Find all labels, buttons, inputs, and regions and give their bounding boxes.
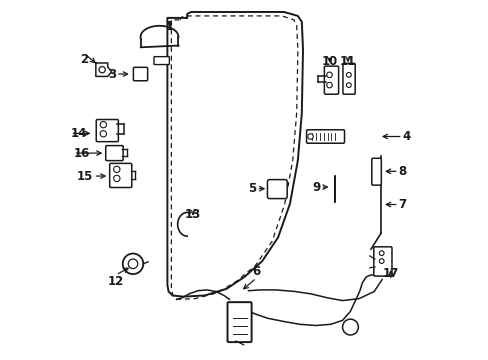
Text: 1: 1 xyxy=(165,20,173,33)
Text: 10: 10 xyxy=(321,55,337,68)
Circle shape xyxy=(122,253,143,274)
FancyBboxPatch shape xyxy=(96,120,118,141)
Text: 3: 3 xyxy=(108,68,116,81)
FancyBboxPatch shape xyxy=(133,67,147,81)
Circle shape xyxy=(113,166,120,172)
Text: 17: 17 xyxy=(382,267,398,280)
FancyBboxPatch shape xyxy=(371,158,381,185)
Circle shape xyxy=(100,131,106,137)
Circle shape xyxy=(307,134,313,139)
Text: 8: 8 xyxy=(398,165,406,178)
Text: 12: 12 xyxy=(108,275,124,288)
Text: 7: 7 xyxy=(398,198,406,211)
Circle shape xyxy=(379,259,383,264)
Circle shape xyxy=(346,83,350,87)
Text: 11: 11 xyxy=(339,55,355,68)
FancyBboxPatch shape xyxy=(373,247,391,276)
Circle shape xyxy=(326,82,331,88)
Circle shape xyxy=(326,72,331,78)
Circle shape xyxy=(346,72,350,77)
Circle shape xyxy=(99,67,105,73)
Circle shape xyxy=(128,259,138,269)
Circle shape xyxy=(342,319,358,335)
Text: 4: 4 xyxy=(402,130,410,143)
Text: 6: 6 xyxy=(252,265,260,278)
Text: 15: 15 xyxy=(77,170,93,183)
Circle shape xyxy=(379,251,383,256)
FancyBboxPatch shape xyxy=(105,145,123,161)
FancyBboxPatch shape xyxy=(154,57,169,64)
FancyBboxPatch shape xyxy=(267,180,286,199)
FancyBboxPatch shape xyxy=(342,63,354,94)
Text: 16: 16 xyxy=(74,147,90,159)
FancyBboxPatch shape xyxy=(306,130,344,143)
FancyBboxPatch shape xyxy=(227,302,251,342)
FancyBboxPatch shape xyxy=(324,66,338,94)
FancyBboxPatch shape xyxy=(109,163,132,188)
Circle shape xyxy=(100,121,106,128)
Text: 2: 2 xyxy=(80,54,88,67)
Text: 13: 13 xyxy=(184,208,201,221)
Circle shape xyxy=(113,175,120,181)
Text: 5: 5 xyxy=(247,182,256,195)
Text: 9: 9 xyxy=(311,181,320,194)
Text: 14: 14 xyxy=(70,127,87,140)
